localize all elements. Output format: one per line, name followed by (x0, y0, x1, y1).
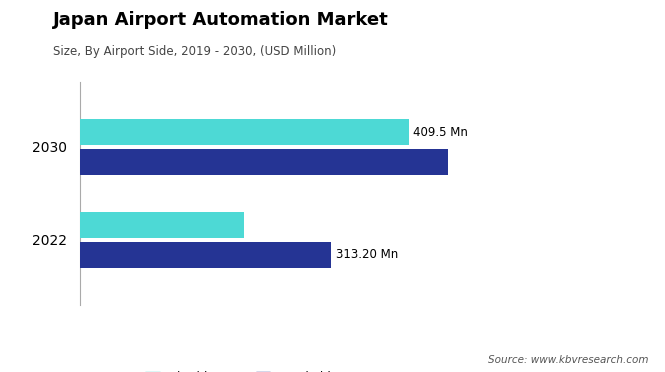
Text: 409.5 Mn: 409.5 Mn (414, 126, 468, 138)
Bar (80, 149, 448, 175)
Text: Japan Airport Automation Market: Japan Airport Automation Market (53, 11, 389, 29)
Legend: Air Side, Land Side: Air Side, Land Side (146, 371, 338, 372)
Text: Source: www.kbvresearch.com: Source: www.kbvresearch.com (488, 355, 648, 365)
Text: Size, By Airport Side, 2019 - 2030, (USD Million): Size, By Airport Side, 2019 - 2030, (USD… (53, 45, 336, 58)
Bar (80, 242, 331, 268)
Bar (80, 212, 245, 238)
Bar (80, 119, 408, 145)
Text: 313.20 Mn: 313.20 Mn (336, 248, 398, 261)
